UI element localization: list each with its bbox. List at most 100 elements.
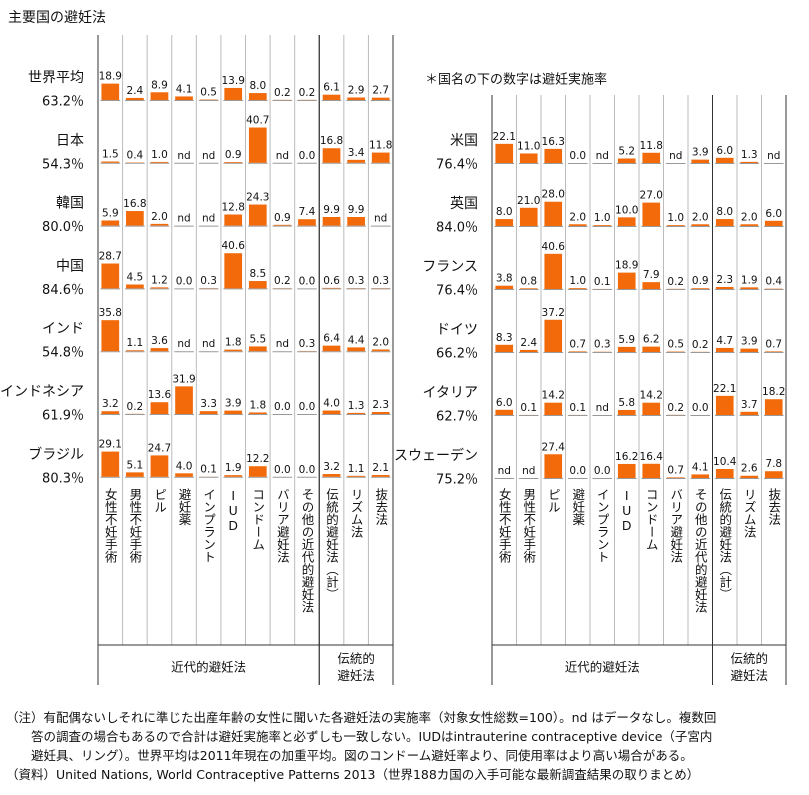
- value-label: 4.1: [176, 83, 193, 95]
- value-label: 31.9: [172, 373, 195, 385]
- bar: [568, 288, 587, 289]
- note-line: 避妊具、リング）。世界平均は2011年現在の加重平均。図のコンドーム避妊率より、…: [6, 748, 693, 763]
- bar: [175, 96, 193, 100]
- value-label: 0.1: [569, 402, 586, 414]
- category-label: バリア避妊法: [668, 488, 683, 563]
- notes: （注）有配偶ないしそれに準じた出産年齢の女性に聞いた各避妊法の実施率（対象女性総…: [6, 708, 806, 784]
- value-label: 3.3: [200, 398, 217, 410]
- bar: [544, 454, 563, 478]
- value-label: 24.3: [246, 192, 269, 204]
- value-label: 29.1: [99, 439, 122, 451]
- value-label: 10.4: [713, 456, 737, 468]
- value-label: 0.1: [594, 276, 611, 288]
- bar: [495, 219, 514, 226]
- bar: [568, 351, 587, 352]
- bar: [544, 201, 563, 226]
- bar: [764, 220, 783, 226]
- value-label: 0.7: [569, 338, 586, 350]
- value-label: 21.0: [517, 195, 540, 207]
- category-label: 避妊薬: [570, 488, 585, 526]
- country-name: ドイツ: [436, 322, 478, 338]
- value-label: 0.1: [520, 402, 537, 414]
- value-label: 1.0: [151, 149, 168, 161]
- value-label: 0.2: [299, 87, 316, 99]
- bar: [126, 211, 144, 226]
- bar: [544, 148, 563, 163]
- value-label: 0.0: [176, 275, 193, 287]
- value-label: 2.4: [127, 85, 144, 97]
- value-label: 3.9: [741, 336, 758, 348]
- bar: [715, 395, 734, 415]
- value-label: 2.7: [372, 85, 389, 97]
- group-label: 避妊法: [337, 668, 375, 683]
- value-label: 2.4: [520, 337, 537, 349]
- value-label: 0.8: [520, 275, 537, 287]
- bar: [495, 409, 514, 415]
- value-label: 2.3: [716, 274, 733, 286]
- value-label: 2.0: [372, 336, 389, 348]
- value-label: 0.1: [200, 464, 217, 476]
- bar: [322, 217, 341, 226]
- bar: [642, 282, 661, 289]
- value-label: 5.9: [618, 334, 635, 346]
- value-label: 1.8: [249, 399, 266, 411]
- bar: [322, 148, 341, 163]
- country-name: 日本: [56, 133, 84, 149]
- value-label: 8.3: [496, 332, 513, 344]
- bar: [101, 451, 120, 477]
- bar: [298, 219, 316, 226]
- value-label: 28.7: [99, 251, 122, 263]
- value-label: nd: [596, 150, 609, 162]
- value-label: 1.1: [348, 463, 365, 475]
- value-label: 37.2: [542, 307, 565, 319]
- bar: [322, 474, 341, 477]
- category-label: 避妊薬: [177, 488, 192, 526]
- category-label: IUD: [226, 488, 241, 533]
- value-label: 12.2: [246, 453, 269, 465]
- value-label: nd: [498, 465, 511, 477]
- country-name: インドネシア: [0, 384, 84, 400]
- value-label: nd: [596, 402, 609, 414]
- value-label: nd: [202, 213, 215, 225]
- value-label: 0.0: [692, 402, 709, 414]
- country-rate: 61.9％: [42, 409, 84, 424]
- country-name: スウェーデン: [394, 447, 478, 464]
- bar: [740, 224, 759, 226]
- bar: [617, 409, 636, 415]
- group-label: 近代的避妊法: [171, 660, 246, 675]
- bar: [764, 399, 783, 415]
- value-label: 8.0: [249, 80, 266, 92]
- value-label: 1.0: [594, 212, 611, 224]
- value-label: 3.4: [348, 147, 365, 159]
- value-label: 2.6: [741, 463, 758, 475]
- bar: [322, 94, 341, 100]
- value-label: 13.6: [148, 389, 172, 401]
- value-label: 5.9: [102, 207, 119, 219]
- value-label: 2.0: [741, 211, 758, 223]
- value-label: 0.9: [225, 149, 242, 161]
- bar: [322, 345, 341, 352]
- value-label: nd: [177, 213, 190, 225]
- country-rate: 76.4％: [436, 284, 478, 299]
- bar: [175, 473, 193, 477]
- bar: [617, 217, 636, 226]
- category-label: IUD: [619, 488, 634, 533]
- value-label: nd: [202, 338, 215, 350]
- value-label: 18.2: [762, 386, 785, 398]
- value-label: 4.0: [323, 398, 340, 410]
- country-rate: 84.6％: [42, 283, 84, 298]
- category-label: インプラント: [201, 488, 216, 563]
- country-rate: 54.3％: [42, 157, 84, 172]
- country-rate: 80.3％: [42, 471, 84, 486]
- bar: [715, 347, 734, 352]
- value-label: 5.2: [618, 145, 635, 157]
- bar: [150, 92, 169, 100]
- category-label: 抜去法: [373, 487, 388, 526]
- value-label: 1.1: [127, 337, 144, 349]
- value-label: 3.9: [225, 398, 242, 410]
- bar: [544, 253, 563, 289]
- note-line: 答の調査の場合もあるので合計は避妊実施率と必ずしも一致しない。IUDはintra…: [6, 729, 713, 744]
- value-label: 16.2: [615, 451, 638, 463]
- category-label: 抜去法: [766, 487, 781, 526]
